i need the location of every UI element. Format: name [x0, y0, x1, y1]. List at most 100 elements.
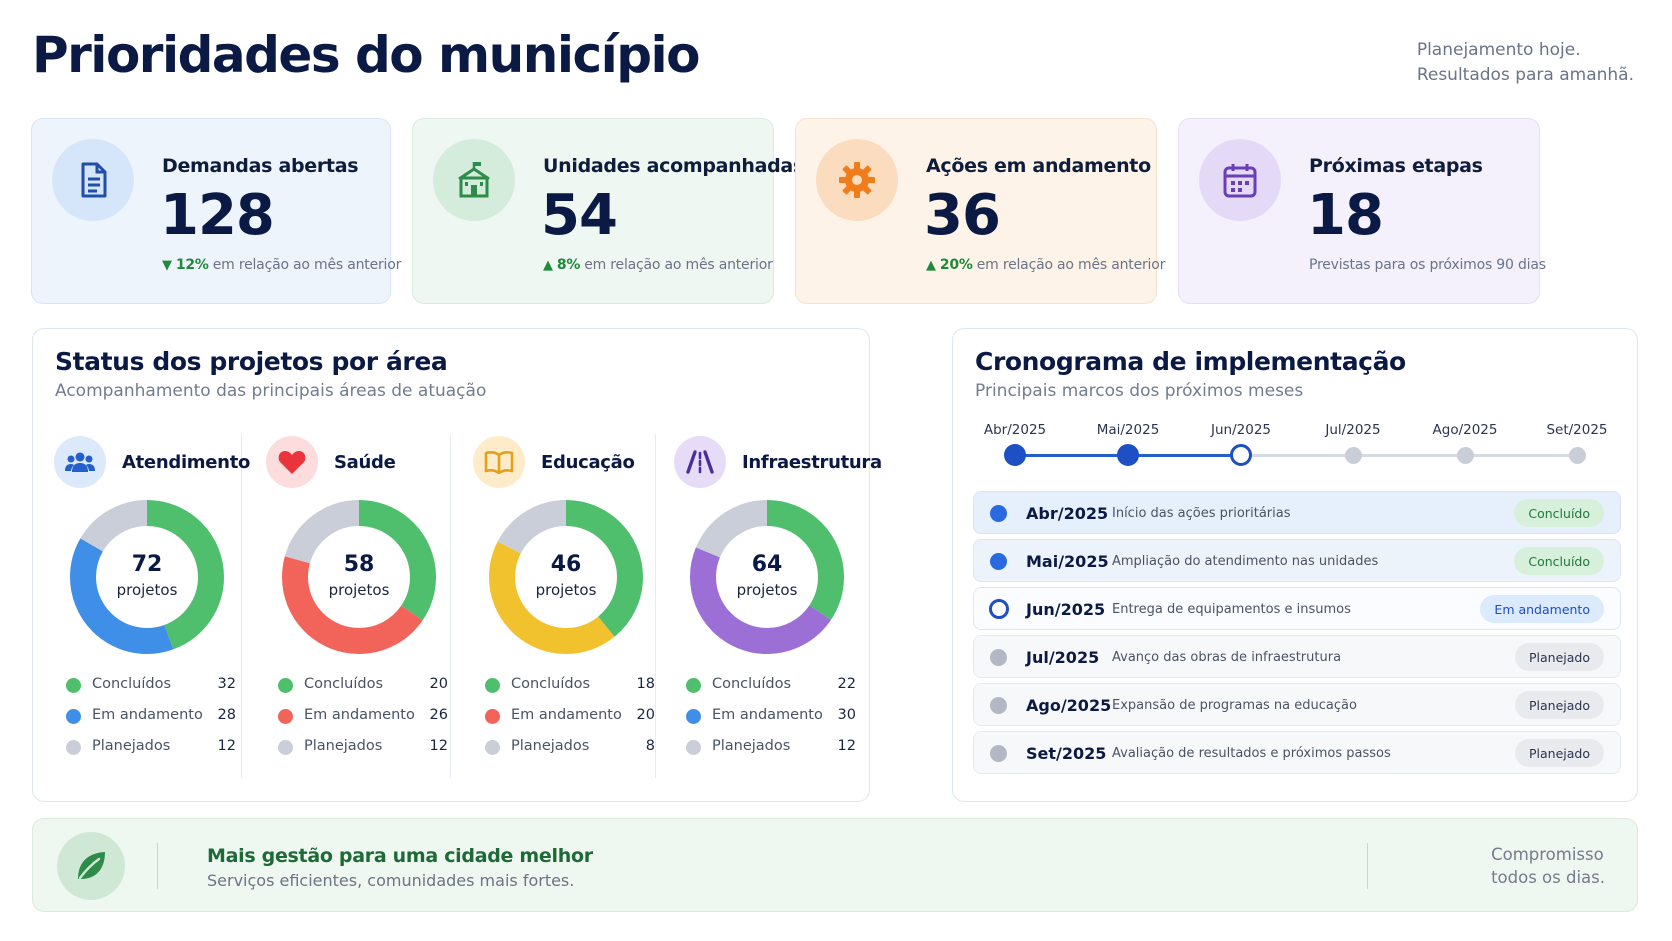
book-icon	[473, 436, 525, 488]
kpi-value: 128	[160, 183, 275, 248]
legend-row: Planejados 12	[686, 736, 856, 758]
status-badge: Planejado	[1515, 691, 1604, 719]
timeline-node-planned[interactable]	[1457, 447, 1474, 464]
kpi-value: 18	[1307, 183, 1384, 248]
status-badge: Concluído	[1514, 547, 1604, 575]
donut-chart	[70, 500, 224, 654]
school-building-icon	[433, 139, 515, 221]
legend-row: Concluídos 32	[66, 674, 236, 696]
milestone-status-dot	[990, 649, 1007, 666]
kpi-value: 54	[541, 183, 618, 248]
kpi-trend-pct: 20%	[939, 257, 973, 273]
area-infraestrutura[interactable]: Infraestrutura 64 projetos Concluídos 22 …	[674, 436, 890, 772]
timeline-node-planned[interactable]	[1345, 447, 1362, 464]
donut-total: 58	[343, 552, 375, 577]
legend-row: Concluídos 20	[278, 674, 448, 696]
milestone-row[interactable]: Abr/2025 Início das ações prioritárias C…	[973, 491, 1621, 534]
status-badge: Planejado	[1515, 643, 1604, 671]
kpi-card-demandas[interactable]: Demandas abertas 128 ▼ 12% em relação ao m…	[31, 118, 401, 304]
milestone-date: Mai/2025	[1026, 552, 1109, 571]
timeline-node-done[interactable]	[1117, 444, 1139, 466]
donut-segment-em-andamento	[489, 500, 643, 654]
legend-dot	[66, 678, 81, 693]
donut-segment-planejados	[70, 500, 224, 654]
legend-label: Concluídos	[712, 676, 792, 692]
timeline-node-done[interactable]	[1004, 444, 1026, 466]
kpi-label: Demandas abertas	[162, 155, 359, 177]
milestone-date: Abr/2025	[1026, 504, 1109, 523]
legend-row: Em andamento 20	[485, 705, 655, 727]
milestone-row[interactable]: Set/2025 Avaliação de resultados e próxi…	[973, 731, 1621, 774]
milestone-description: Expansão de programas na educação	[1112, 698, 1357, 713]
kpi-card-unidades[interactable]: Unidades acompanhadas 54 ▲ 8% em relação a…	[412, 118, 804, 304]
legend-value: 12	[217, 738, 236, 754]
legend-label: Concluídos	[92, 676, 172, 692]
area-name: Infraestrutura	[742, 452, 882, 473]
legend-label: Planejados	[304, 738, 383, 754]
legend-dot	[686, 709, 701, 724]
milestone-description: Avaliação de resultados e próximos passo…	[1112, 746, 1391, 761]
tagline-line-1: Planejamento hoje.	[1416, 40, 1581, 60]
area-divider	[241, 434, 242, 778]
legend-value: 20	[636, 707, 655, 723]
schedule-panel-title: Cronograma de implementação	[975, 347, 1406, 376]
area-atendimento[interactable]: Atendimento 72 projetos Concluídos 32 Em …	[54, 436, 270, 772]
footer-slogan-line-2: todos os dias.	[1491, 868, 1605, 887]
donut-label: projetos	[736, 581, 798, 599]
kpi-card-acoes[interactable]: Ações em andamento 36 ▲ 20% em relação ao …	[795, 118, 1165, 304]
status-badge: Em andamento	[1480, 595, 1604, 623]
legend-row: Planejados 12	[66, 736, 236, 758]
donut-total: 72	[131, 552, 163, 577]
leaf-icon	[57, 832, 125, 900]
timeline-node-current[interactable]	[1230, 444, 1252, 466]
status-panel-subtitle: Acompanhamento das principais áreas de a…	[55, 381, 487, 401]
footer-divider	[1367, 843, 1368, 889]
legend-dot	[485, 740, 500, 755]
legend-label: Em andamento	[92, 707, 203, 723]
donut-label: projetos	[328, 581, 390, 599]
legend-dot	[686, 678, 701, 693]
gear-icon	[816, 139, 898, 221]
legend-dot	[686, 740, 701, 755]
legend-value: 26	[429, 707, 448, 723]
schedule-panel-subtitle: Principais marcos dos próximos meses	[975, 381, 1304, 401]
legend-row: Em andamento 30	[686, 705, 856, 727]
legend-value: 30	[837, 707, 856, 723]
page-title: Prioridades do município	[32, 26, 701, 84]
kpi-label: Próximas etapas	[1309, 155, 1483, 177]
donut-segment-planejados	[282, 500, 436, 654]
area-name: Saúde	[334, 452, 396, 473]
donut-chart	[690, 500, 844, 654]
footer-subtitle: Serviços eficientes, comunidades mais fo…	[207, 871, 575, 890]
legend-value: 12	[429, 738, 448, 754]
area-educacao[interactable]: Educação 46 projetos Concluídos 18 Em and…	[473, 436, 689, 772]
donut-segment-em-andamento	[690, 500, 844, 654]
kpi-trend: ▼ 12% em relação ao mês anterior	[162, 257, 401, 273]
milestone-date: Set/2025	[1026, 744, 1107, 763]
kpi-trend-pct: 8%	[556, 257, 581, 273]
legend-dot	[66, 709, 81, 724]
timeline-label: Set/2025	[1546, 422, 1608, 438]
legend-value: 20	[429, 676, 448, 692]
road-icon	[674, 436, 726, 488]
kpi-label: Unidades acompanhadas	[543, 155, 804, 177]
milestone-row[interactable]: Mai/2025 Ampliação do atendimento nas un…	[973, 539, 1621, 582]
milestone-row[interactable]: Ago/2025 Expansão de programas na educaç…	[973, 683, 1621, 726]
status-panel-title: Status dos projetos por área	[55, 347, 448, 376]
milestone-row[interactable]: Jul/2025 Avanço das obras de infraestrut…	[973, 635, 1621, 678]
milestone-row[interactable]: Jun/2025 Entrega de equipamentos e insum…	[973, 587, 1621, 630]
kpi-trend: ▲ 8% em relação ao mês anterior	[543, 257, 773, 273]
milestone-description: Início das ações prioritárias	[1112, 506, 1291, 521]
area-saude[interactable]: Saúde 58 projetos Concluídos 20 Em andame…	[266, 436, 482, 772]
legend-label: Planejados	[92, 738, 171, 754]
trend-up-icon: ▲	[543, 258, 553, 273]
legend-dot	[66, 740, 81, 755]
kpi-note: Previstas para os próximos 90 dias	[1309, 257, 1546, 273]
kpi-trend: ▲ 20% em relação ao mês anterior	[926, 257, 1165, 273]
kpi-card-etapas[interactable]: Próximas etapas 18 Previstas para os pró…	[1178, 118, 1546, 304]
milestone-status-dot	[990, 505, 1007, 522]
kpi-trend-pct: 12%	[175, 257, 209, 273]
donut-chart	[282, 500, 436, 654]
timeline-node-planned[interactable]	[1569, 447, 1586, 464]
status-badge: Concluído	[1514, 499, 1604, 527]
